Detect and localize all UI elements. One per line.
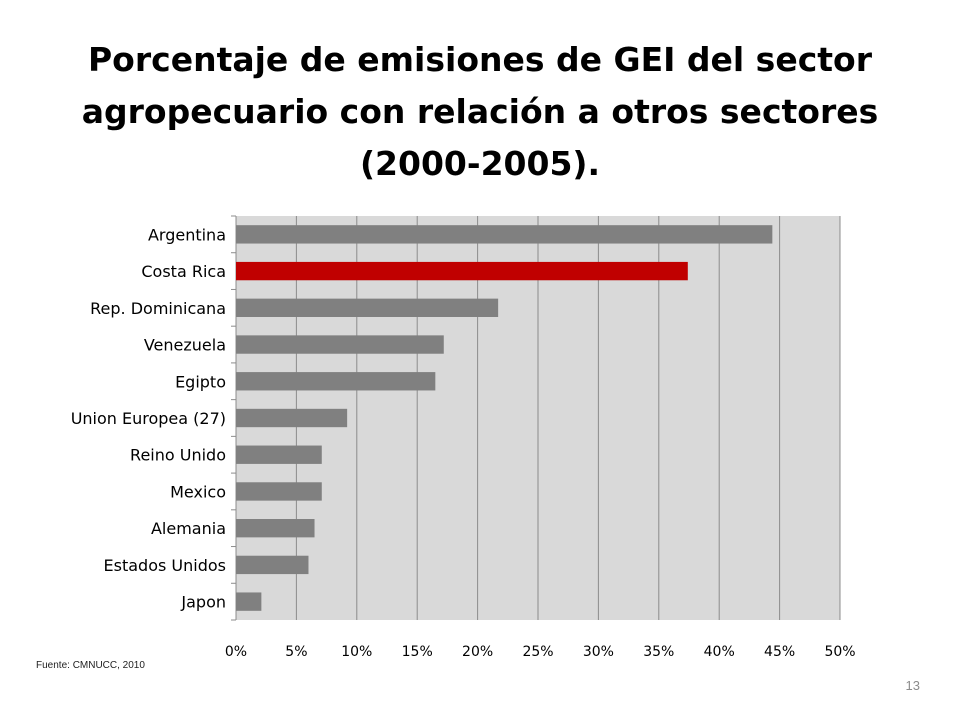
bar-rep-dominicana bbox=[236, 298, 499, 317]
category-label: Venezuela bbox=[144, 336, 226, 355]
x-tick-label: 15% bbox=[402, 644, 433, 660]
category-label: Japon bbox=[180, 593, 226, 612]
axes bbox=[231, 215, 237, 621]
bar-argentina bbox=[236, 225, 773, 244]
category-label: Rep. Dominicana bbox=[90, 299, 226, 318]
x-tick-label: 20% bbox=[462, 644, 493, 660]
category-label: Union Europea (27) bbox=[71, 409, 226, 428]
x-tick-label: 0% bbox=[225, 644, 247, 660]
category-labels: Argentina Costa Rica Rep. Dominicana Venezu… bbox=[71, 225, 226, 611]
category-label: Estados Unidos bbox=[104, 556, 226, 575]
source-note: Fuente: CMNUCC, 2010 bbox=[36, 660, 145, 671]
bar-alemania bbox=[236, 519, 315, 538]
bar-japon bbox=[236, 592, 262, 611]
x-tick-label: 25% bbox=[522, 644, 553, 660]
bars bbox=[236, 225, 773, 611]
bar-reino-unido bbox=[236, 445, 322, 464]
bar-costa-rica bbox=[236, 261, 688, 281]
category-label: Reino Unido bbox=[130, 446, 226, 465]
x-tick-label: 30% bbox=[583, 644, 614, 660]
bar-egipto bbox=[236, 372, 436, 391]
category-label: Argentina bbox=[148, 225, 226, 244]
bar-mexico bbox=[236, 482, 322, 501]
x-tick-label: 50% bbox=[824, 644, 855, 660]
category-label: Mexico bbox=[170, 482, 226, 501]
chart-title: Porcentaje de emisiones de GEI del secto… bbox=[81, 40, 879, 183]
x-tick-label: 5% bbox=[285, 644, 307, 660]
bar-venezuela bbox=[236, 335, 444, 354]
bar-union-europea-27 bbox=[236, 408, 348, 428]
category-label: Alemania bbox=[151, 519, 226, 538]
x-tick-label: 45% bbox=[764, 644, 795, 660]
bar-estados-unidos bbox=[236, 555, 309, 575]
page-number: 13 bbox=[905, 678, 920, 693]
x-tick-labels: 0% 5% 10% 15% 20% 25% 30% 35% 40% 45% 50% bbox=[225, 644, 856, 660]
x-tick-label: 10% bbox=[341, 644, 372, 660]
x-tick-label: 40% bbox=[704, 644, 735, 660]
category-label: Egipto bbox=[175, 372, 226, 391]
x-tick-label: 35% bbox=[643, 644, 674, 660]
category-label: Costa Rica bbox=[141, 262, 226, 281]
